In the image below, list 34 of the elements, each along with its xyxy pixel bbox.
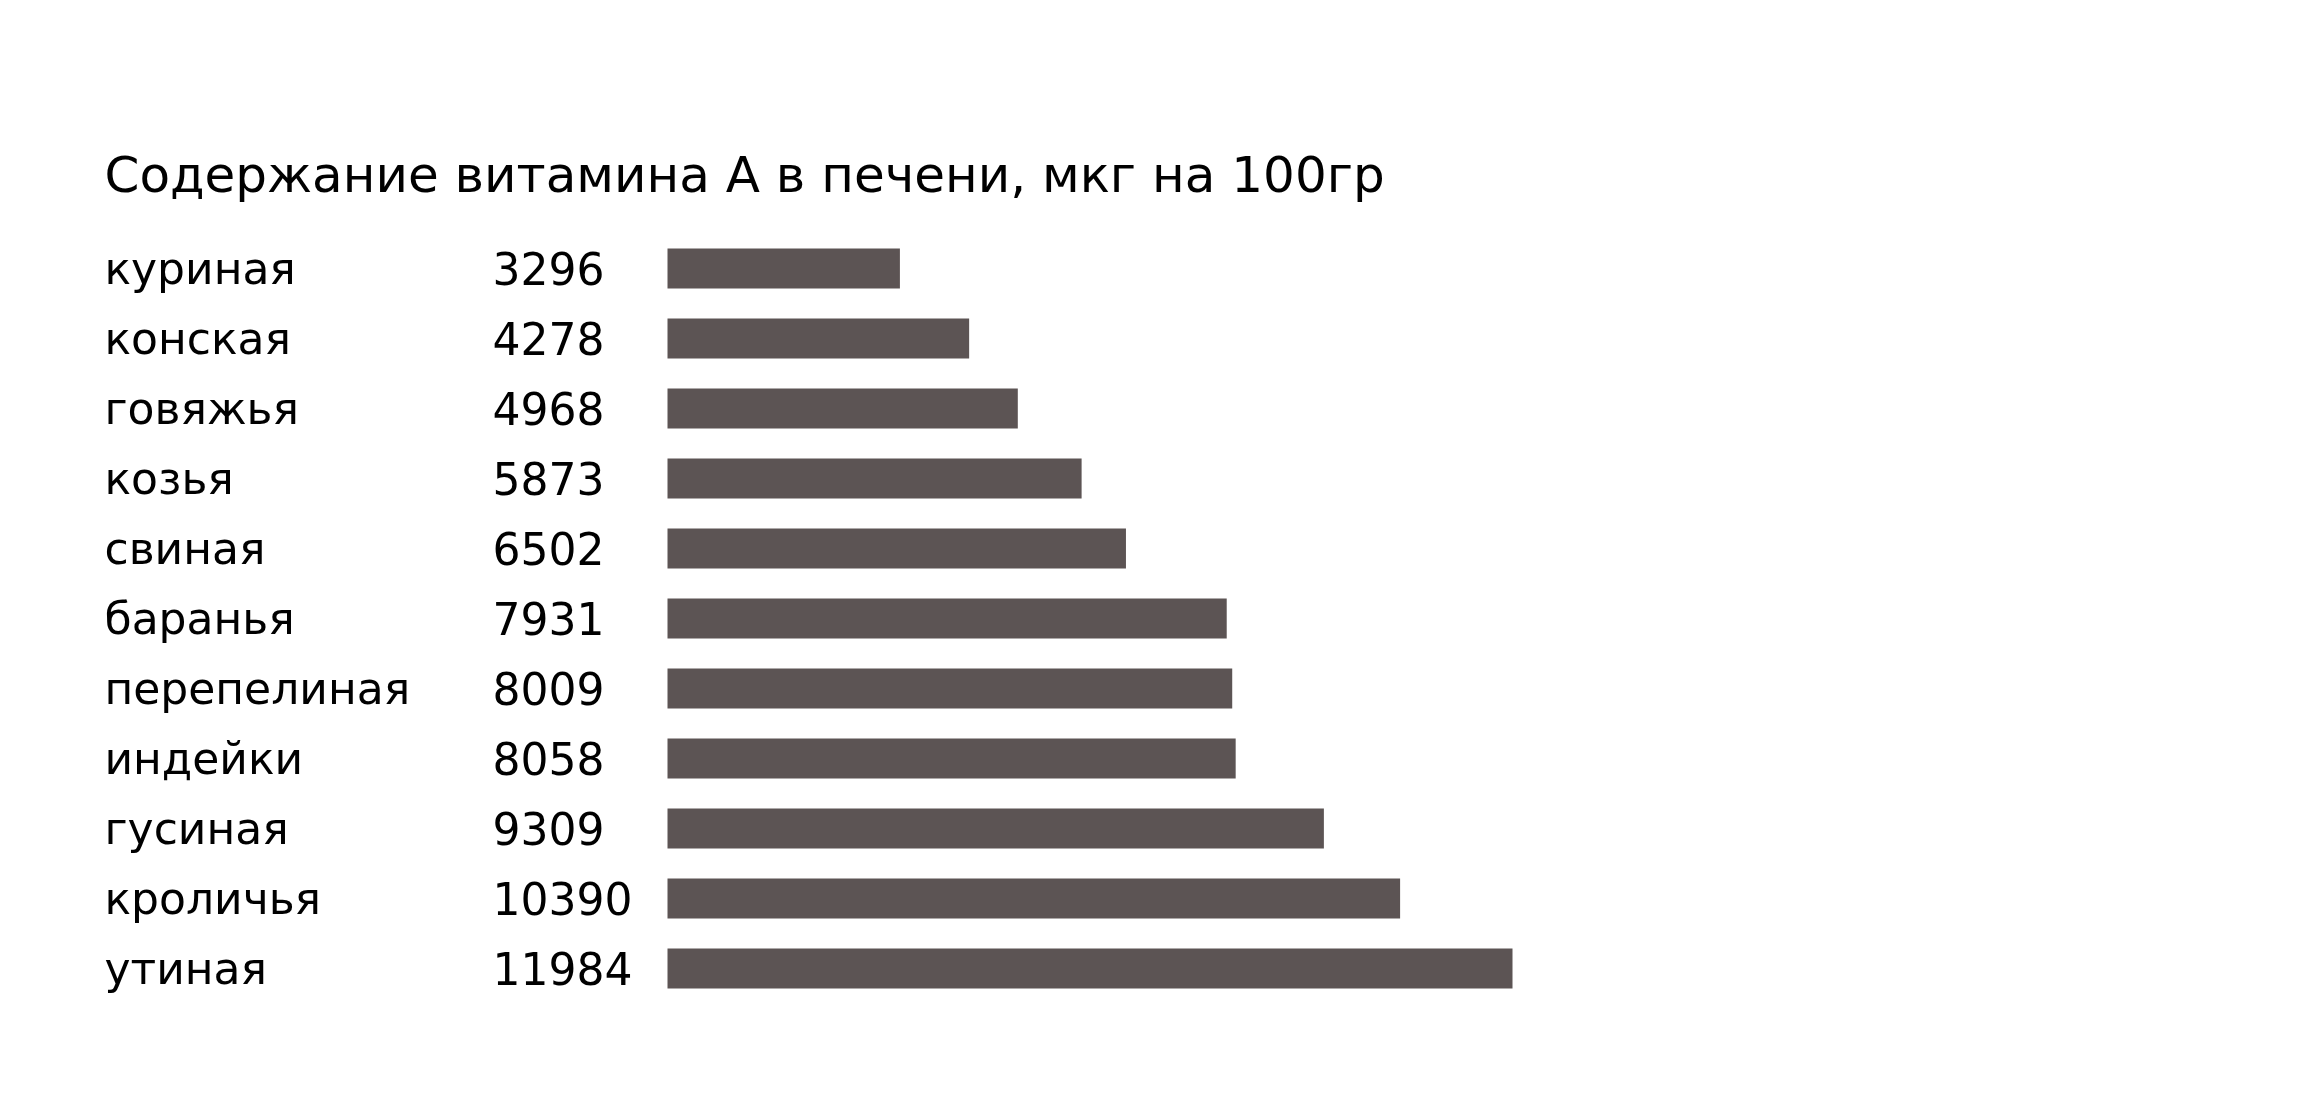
bar xyxy=(667,528,1126,569)
chart-title: Содержание витамина А в печени, мкг на 100гр xyxy=(104,145,1385,204)
data-label: 5873 xyxy=(492,454,605,505)
y-tick-label: баранья xyxy=(104,593,295,644)
bar xyxy=(667,388,1018,429)
y-tick-label: конская xyxy=(104,313,291,364)
data-label: 8009 xyxy=(492,664,605,715)
data-label: 11984 xyxy=(492,944,633,995)
data-label: 9309 xyxy=(492,804,605,855)
bar xyxy=(667,248,900,289)
data-label: 7931 xyxy=(492,594,605,645)
data-label: 3296 xyxy=(492,244,605,295)
bar xyxy=(667,458,1082,499)
bar xyxy=(667,878,1401,919)
data-label: 4278 xyxy=(492,314,605,365)
bar xyxy=(667,598,1227,639)
y-tick-label: перепелиная xyxy=(104,663,411,714)
data-label: 10390 xyxy=(492,874,633,925)
bar xyxy=(667,948,1513,989)
bar xyxy=(667,808,1324,849)
y-tick-label: гусиная xyxy=(104,803,289,854)
y-tick-label: индейки xyxy=(104,733,304,784)
data-label: 4968 xyxy=(492,384,605,435)
y-tick-label: кроличья xyxy=(104,873,322,924)
y-tick-label: утиная xyxy=(104,943,267,994)
y-tick-label: говяжья xyxy=(104,383,299,434)
y-tick-label: козья xyxy=(104,453,234,504)
y-tick-label: куриная xyxy=(104,243,296,294)
bar xyxy=(667,318,970,359)
y-tick-label: свиная xyxy=(104,523,266,574)
data-label: 6502 xyxy=(492,524,605,575)
bar xyxy=(667,738,1236,779)
data-label: 8058 xyxy=(492,734,605,785)
bar xyxy=(667,668,1233,709)
